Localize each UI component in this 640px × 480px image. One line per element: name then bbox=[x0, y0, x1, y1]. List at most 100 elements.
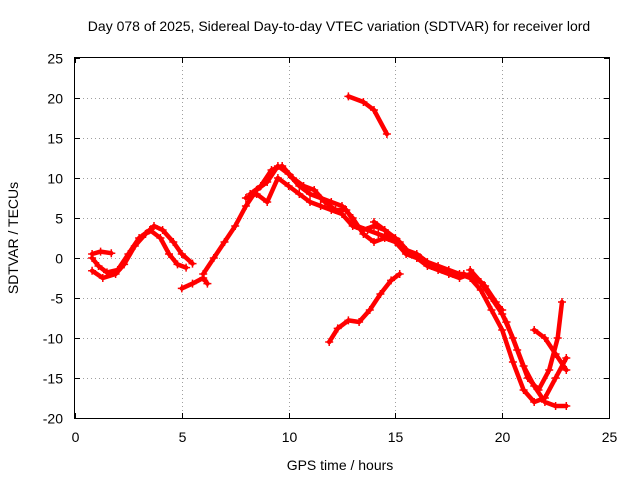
data-point bbox=[359, 98, 368, 106]
data-point bbox=[165, 250, 173, 258]
series-track-6 bbox=[241, 174, 571, 406]
series-track-2 bbox=[88, 247, 116, 258]
data-point bbox=[273, 174, 282, 182]
data-point bbox=[553, 334, 562, 342]
data-point bbox=[278, 162, 287, 170]
data-point bbox=[355, 318, 364, 326]
series-line bbox=[247, 163, 565, 393]
data-point bbox=[551, 402, 560, 410]
data-point bbox=[150, 222, 158, 230]
data-point bbox=[508, 358, 517, 366]
y-tick-label: 15 bbox=[47, 131, 63, 147]
data-point bbox=[551, 374, 560, 382]
y-tick-label: 10 bbox=[47, 171, 63, 187]
data-point bbox=[534, 386, 543, 394]
y-tick-label: 5 bbox=[55, 211, 63, 227]
data-point bbox=[365, 306, 374, 314]
y-tick-label: -5 bbox=[51, 291, 64, 307]
data-point bbox=[320, 198, 329, 206]
series-track-12 bbox=[325, 270, 404, 346]
data-point bbox=[530, 398, 539, 406]
series-line bbox=[346, 94, 390, 137]
data-point bbox=[487, 294, 496, 302]
data-point bbox=[380, 226, 389, 234]
data-point bbox=[395, 270, 404, 278]
data-point bbox=[88, 250, 97, 258]
plot-frame bbox=[74, 57, 610, 419]
data-point bbox=[449, 270, 458, 278]
data-point bbox=[325, 338, 334, 346]
series-line bbox=[467, 267, 505, 313]
data-point bbox=[374, 230, 383, 238]
data-point bbox=[107, 249, 116, 258]
data-point bbox=[182, 263, 191, 272]
data-point bbox=[333, 324, 342, 333]
data-point bbox=[177, 250, 186, 258]
data-point bbox=[241, 202, 250, 210]
data-point bbox=[220, 238, 229, 246]
data-point bbox=[173, 260, 182, 269]
data-point bbox=[169, 238, 178, 246]
data-point bbox=[88, 266, 97, 275]
data-point bbox=[111, 270, 120, 278]
data-point bbox=[391, 238, 400, 246]
data-point bbox=[288, 174, 297, 182]
x-tick-label: 20 bbox=[495, 429, 511, 445]
data-point bbox=[310, 186, 319, 194]
series-line bbox=[243, 175, 569, 405]
data-point bbox=[376, 290, 385, 298]
series-track-8 bbox=[370, 218, 400, 246]
y-tick-label: -10 bbox=[43, 331, 63, 347]
data-point bbox=[188, 259, 197, 268]
data-point bbox=[363, 226, 372, 234]
data-point bbox=[417, 254, 425, 262]
data-point bbox=[141, 230, 150, 238]
data-point bbox=[344, 92, 353, 101]
data-point bbox=[551, 350, 560, 358]
series-track-11 bbox=[344, 92, 391, 138]
data-point bbox=[427, 262, 436, 270]
data-point bbox=[98, 274, 107, 282]
data-point bbox=[502, 318, 511, 326]
data-point bbox=[487, 306, 496, 314]
series-line bbox=[326, 271, 402, 345]
x-axis-title: GPS time / hours bbox=[287, 457, 394, 473]
y-tick-label: -15 bbox=[43, 371, 63, 387]
data-point bbox=[316, 202, 325, 210]
y-tick-label: 25 bbox=[47, 51, 63, 67]
y-tick-label: 0 bbox=[55, 251, 63, 267]
data-point bbox=[513, 346, 522, 354]
data-point bbox=[231, 222, 240, 230]
data-point bbox=[476, 278, 485, 286]
series-line bbox=[179, 275, 210, 291]
data-point bbox=[130, 242, 139, 250]
data-point bbox=[382, 130, 391, 138]
x-tick-label: 0 bbox=[72, 429, 80, 445]
data-point bbox=[256, 182, 265, 190]
y-tick-label: 20 bbox=[47, 91, 63, 107]
data-point bbox=[523, 374, 532, 382]
data-point bbox=[120, 260, 129, 269]
x-tick-label: 10 bbox=[282, 429, 298, 445]
series-track-10 bbox=[530, 326, 571, 374]
data-point bbox=[387, 276, 396, 285]
data-point bbox=[203, 279, 212, 288]
data-point bbox=[498, 326, 507, 334]
data-point bbox=[284, 182, 293, 190]
data-point bbox=[94, 262, 103, 270]
data-point bbox=[466, 266, 475, 274]
data-point bbox=[156, 234, 165, 242]
data-point bbox=[540, 394, 549, 402]
series-track-7 bbox=[246, 162, 566, 394]
axis-ticks: 0 5 10 15 20 25 -20 -15 -10 -5 0 5 10 15 20 25 bbox=[43, 51, 618, 446]
x-tick-label: 15 bbox=[388, 429, 404, 445]
data-point bbox=[562, 354, 571, 362]
data-point bbox=[246, 190, 255, 198]
data-point bbox=[295, 190, 304, 198]
data-point bbox=[370, 106, 378, 114]
series-track-4 bbox=[177, 274, 212, 293]
data-point bbox=[562, 402, 571, 410]
chart-title: Day 078 of 2025, Sidereal Day-to-day VTE… bbox=[88, 18, 590, 34]
data-point bbox=[370, 238, 378, 246]
